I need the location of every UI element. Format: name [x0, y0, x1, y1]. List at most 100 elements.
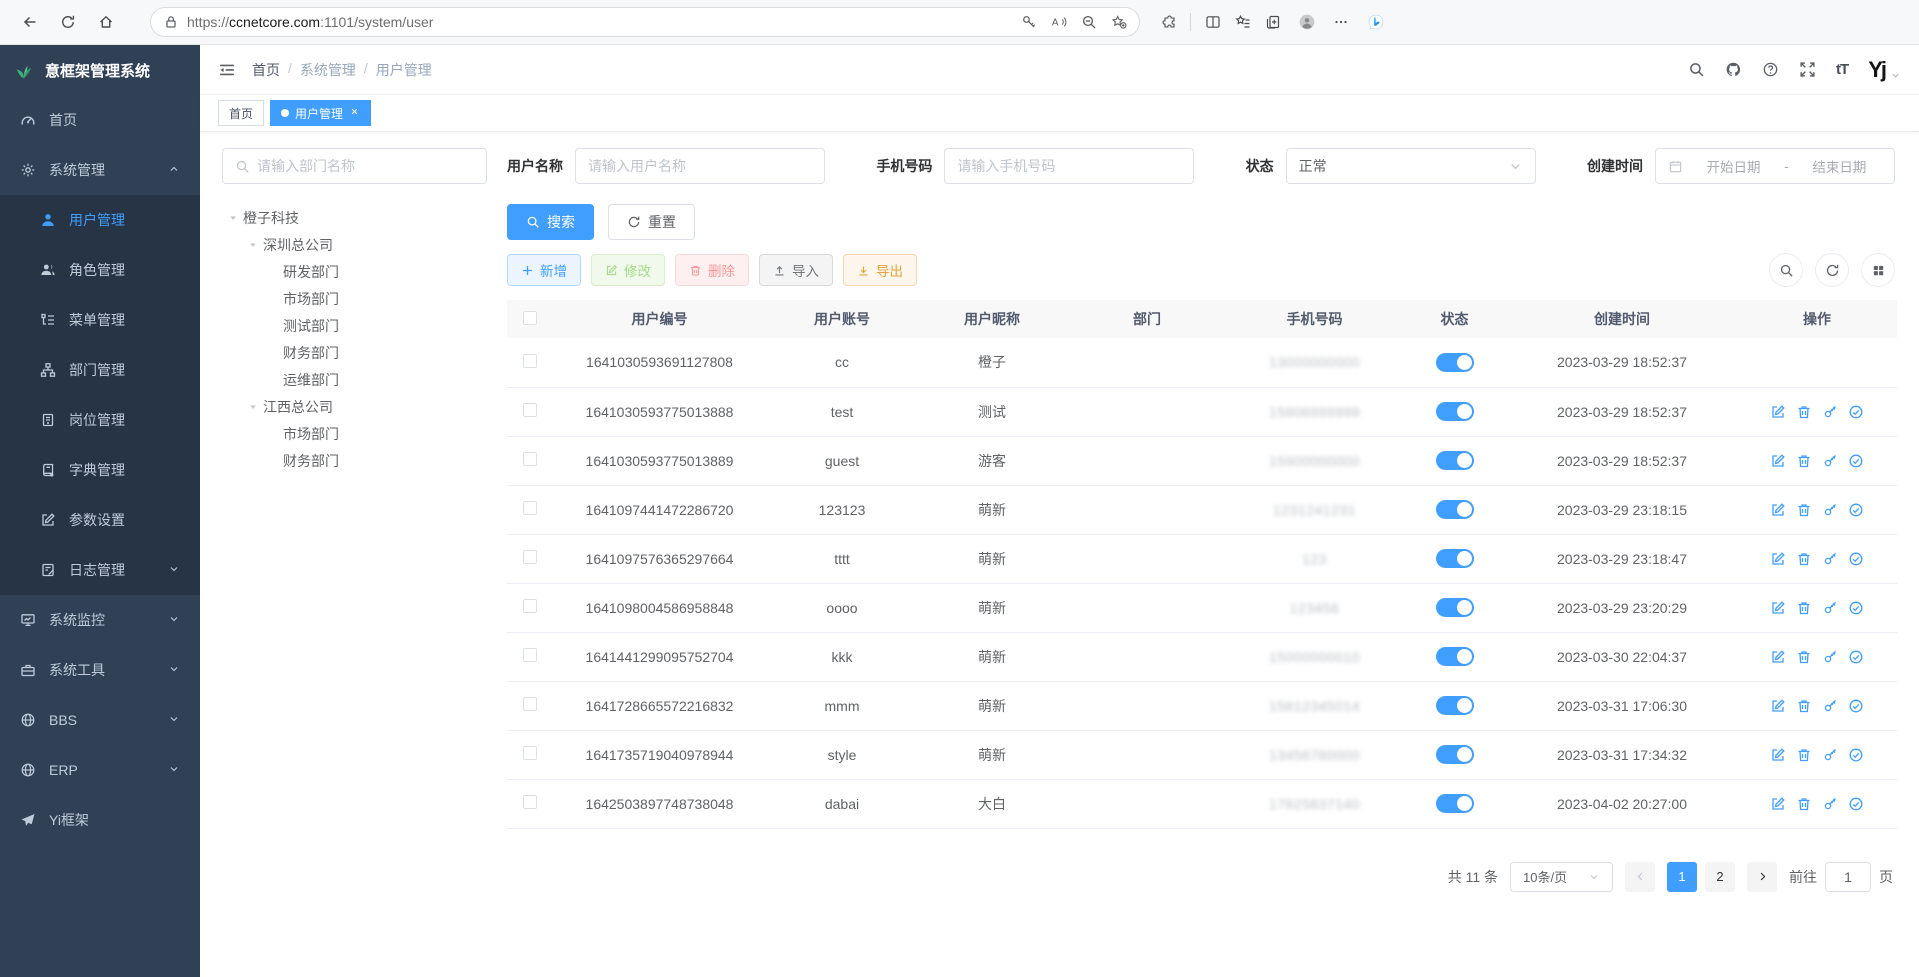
split-screen-icon[interactable]	[1205, 14, 1221, 30]
delete-button[interactable]: 删除	[675, 254, 749, 286]
export-button[interactable]: 导出	[843, 254, 917, 286]
edit-icon[interactable]	[1770, 404, 1786, 420]
sidebar-item-dept[interactable]: 部门管理	[0, 345, 200, 395]
browser-home-button[interactable]	[90, 6, 122, 38]
favorites-icon[interactable]	[1235, 14, 1251, 30]
tree-node[interactable]: 深圳总公司	[222, 231, 487, 258]
next-page-button[interactable]	[1747, 861, 1777, 892]
row-checkbox[interactable]	[522, 501, 537, 515]
menu-fold-icon[interactable]	[218, 62, 236, 78]
import-button[interactable]: 导入	[759, 254, 833, 286]
tree-node[interactable]: 市场部门	[222, 285, 487, 312]
sidebar-item-post[interactable]: 岗位管理	[0, 395, 200, 445]
key-icon[interactable]	[1822, 698, 1838, 714]
row-checkbox[interactable]	[522, 403, 537, 417]
caret-down-icon[interactable]	[248, 402, 258, 412]
row-checkbox[interactable]	[522, 795, 537, 809]
username-field[interactable]	[588, 158, 812, 174]
check-circle-icon[interactable]	[1848, 649, 1864, 665]
sidebar-item-bbs[interactable]: BBS	[0, 695, 200, 745]
sidebar-item-tools[interactable]: 系统工具	[0, 645, 200, 695]
check-circle-icon[interactable]	[1848, 600, 1864, 616]
delete-icon[interactable]	[1796, 649, 1812, 665]
column-settings-button[interactable]	[1861, 253, 1895, 287]
browser-back-button[interactable]	[14, 6, 46, 38]
tree-node[interactable]: 财务部门	[222, 339, 487, 366]
delete-icon[interactable]	[1796, 747, 1812, 763]
status-toggle[interactable]	[1435, 352, 1474, 372]
row-checkbox[interactable]	[522, 746, 537, 760]
reset-button[interactable]: 重置	[608, 204, 695, 240]
goto-page-input[interactable]	[1825, 861, 1871, 892]
delete-icon[interactable]	[1796, 600, 1812, 616]
close-icon[interactable]	[349, 106, 360, 117]
key-icon[interactable]	[1822, 796, 1838, 812]
key-icon[interactable]	[1822, 600, 1838, 616]
sidebar-item-monitor[interactable]: 系统监控	[0, 595, 200, 645]
key-icon[interactable]	[1822, 649, 1838, 665]
breadcrumb-item[interactable]: 首页	[252, 61, 280, 78]
status-toggle[interactable]	[1435, 794, 1474, 813]
key-icon[interactable]	[1822, 404, 1838, 420]
sidebar-item-log[interactable]: 日志管理	[0, 545, 200, 595]
delete-icon[interactable]	[1796, 698, 1812, 714]
row-checkbox[interactable]	[522, 353, 537, 368]
search-icon[interactable]	[1688, 61, 1705, 78]
tree-node[interactable]: 江西总公司	[222, 393, 487, 420]
page-button-1[interactable]: 1	[1667, 861, 1697, 892]
sidebar-item-home[interactable]: 首页	[0, 95, 200, 145]
key-icon[interactable]	[1822, 453, 1838, 469]
status-toggle[interactable]	[1435, 402, 1474, 421]
page-size-select[interactable]: 10条/页	[1510, 861, 1613, 892]
user-menu[interactable]: Yj	[1868, 58, 1901, 81]
check-circle-icon[interactable]	[1848, 796, 1864, 812]
browser-refresh-button[interactable]	[52, 6, 84, 38]
tree-node[interactable]: 研发部门	[222, 258, 487, 285]
caret-down-icon[interactable]	[248, 240, 258, 250]
delete-icon[interactable]	[1796, 502, 1812, 518]
status-select[interactable]: 正常	[1285, 148, 1536, 184]
phone-input[interactable]	[944, 148, 1195, 184]
table-refresh-button[interactable]	[1815, 253, 1849, 287]
select-all-checkbox[interactable]	[522, 310, 537, 325]
more-icon[interactable]	[1333, 14, 1349, 30]
search-button[interactable]: 搜索	[507, 204, 594, 240]
edit-icon[interactable]	[1770, 453, 1786, 469]
help-icon[interactable]	[1762, 61, 1779, 78]
delete-icon[interactable]	[1796, 796, 1812, 812]
tree-node[interactable]: 测试部门	[222, 312, 487, 339]
key-icon[interactable]	[1822, 747, 1838, 763]
edit-icon[interactable]	[1770, 747, 1786, 763]
row-checkbox[interactable]	[522, 697, 537, 711]
status-toggle[interactable]	[1435, 647, 1474, 666]
browser-profile-avatar[interactable]	[1295, 10, 1319, 34]
tree-node[interactable]: 橙子科技	[222, 204, 487, 231]
status-toggle[interactable]	[1435, 696, 1474, 715]
edit-icon[interactable]	[1770, 649, 1786, 665]
zoom-out-icon[interactable]	[1081, 14, 1097, 30]
page-button-2[interactable]: 2	[1705, 861, 1735, 892]
tree-node[interactable]: 市场部门	[222, 420, 487, 447]
delete-icon[interactable]	[1796, 453, 1812, 469]
row-checkbox[interactable]	[522, 648, 537, 662]
check-circle-icon[interactable]	[1848, 698, 1864, 714]
row-checkbox[interactable]	[522, 452, 537, 466]
key-icon[interactable]	[1822, 502, 1838, 518]
tab-用户管理[interactable]: 用户管理	[270, 100, 372, 126]
github-icon[interactable]	[1725, 61, 1742, 78]
status-toggle[interactable]	[1435, 500, 1474, 519]
check-circle-icon[interactable]	[1848, 551, 1864, 567]
edit-icon[interactable]	[1770, 600, 1786, 616]
check-circle-icon[interactable]	[1848, 404, 1864, 420]
prev-page-button[interactable]	[1625, 861, 1655, 892]
row-checkbox[interactable]	[522, 550, 537, 564]
check-circle-icon[interactable]	[1848, 453, 1864, 469]
password-key-icon[interactable]	[1021, 14, 1037, 30]
tree-node[interactable]: 运维部门	[222, 366, 487, 393]
extensions-icon[interactable]	[1160, 14, 1176, 30]
username-input[interactable]	[575, 148, 825, 184]
read-aloud-icon[interactable]: A	[1051, 14, 1067, 30]
add-button[interactable]: 新增	[507, 254, 581, 286]
status-toggle[interactable]	[1435, 549, 1474, 568]
font-size-icon[interactable]: tT	[1836, 61, 1849, 78]
